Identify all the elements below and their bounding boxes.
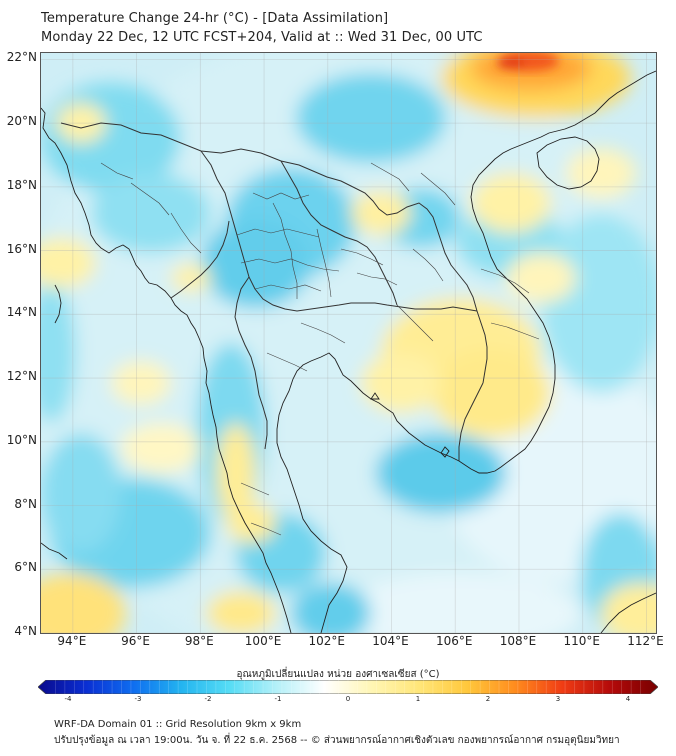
colorbar-tick-label: 1	[415, 695, 421, 703]
colorbar-tick-label: 0	[345, 695, 351, 703]
latitude-label: 14°N	[6, 305, 37, 320]
country-borders	[60, 122, 488, 461]
latitude-label: 12°N	[6, 369, 37, 384]
colorbar-tick-label: 4	[625, 695, 631, 703]
longitude-label: 94°E	[57, 634, 87, 648]
province-borders	[100, 162, 540, 536]
model-info: WRF-DA Domain 01 :: Grid Resolution 9km …	[54, 719, 302, 730]
colorbar-tick-label: -1	[274, 695, 282, 703]
colorbar-tick-label: -4	[64, 695, 72, 703]
longitude-label: 98°E	[184, 634, 214, 648]
temperature-change-map	[41, 53, 656, 633]
longitude-label: 110°E	[563, 634, 600, 648]
colorbar-tick-label: -2	[204, 695, 212, 703]
latitude-label: 10°N	[6, 432, 37, 447]
longitude-label: 100°E	[244, 634, 282, 648]
longitude-label: 104°E	[372, 634, 409, 648]
longitude-label: 102°E	[308, 634, 346, 648]
temperature-field	[41, 53, 656, 633]
map-title: Temperature Change 24-hr (°C) - [Data As…	[41, 11, 389, 26]
colorbar-tick-label: 3	[555, 695, 561, 703]
latitude-label: 16°N	[6, 241, 37, 256]
update-info: ปรับปรุงข้อมูล ณ เวลา 19:00น. วัน จ. ที่…	[54, 735, 620, 746]
latitude-label: 8°N	[14, 496, 37, 511]
latitude-label: 18°N	[6, 177, 37, 192]
longitude-label: 112°E	[627, 634, 664, 648]
latitude-label: 22°N	[6, 50, 37, 65]
colorbar-tick-label: 2	[485, 695, 491, 703]
latitude-label: 4°N	[14, 624, 37, 638]
map-area[interactable]	[40, 52, 657, 634]
latitude-label: 20°N	[6, 114, 37, 129]
latitude-label: 6°N	[14, 560, 37, 575]
longitude-label: 96°E	[121, 634, 151, 648]
map-subtitle: Monday 22 Dec, 12 UTC FCST+204, Valid at…	[41, 30, 483, 45]
colorbar-tick-label: -3	[134, 695, 142, 703]
colorbar	[37, 679, 659, 695]
graticule	[41, 53, 656, 633]
longitude-label: 108°E	[499, 634, 537, 648]
colorbar-label: อุณหภูมิเปลี่ยนแปลง หน่วย องศาเซลเซียส (…	[236, 669, 440, 680]
longitude-label: 106°E	[435, 634, 473, 648]
coastlines	[41, 70, 656, 633]
